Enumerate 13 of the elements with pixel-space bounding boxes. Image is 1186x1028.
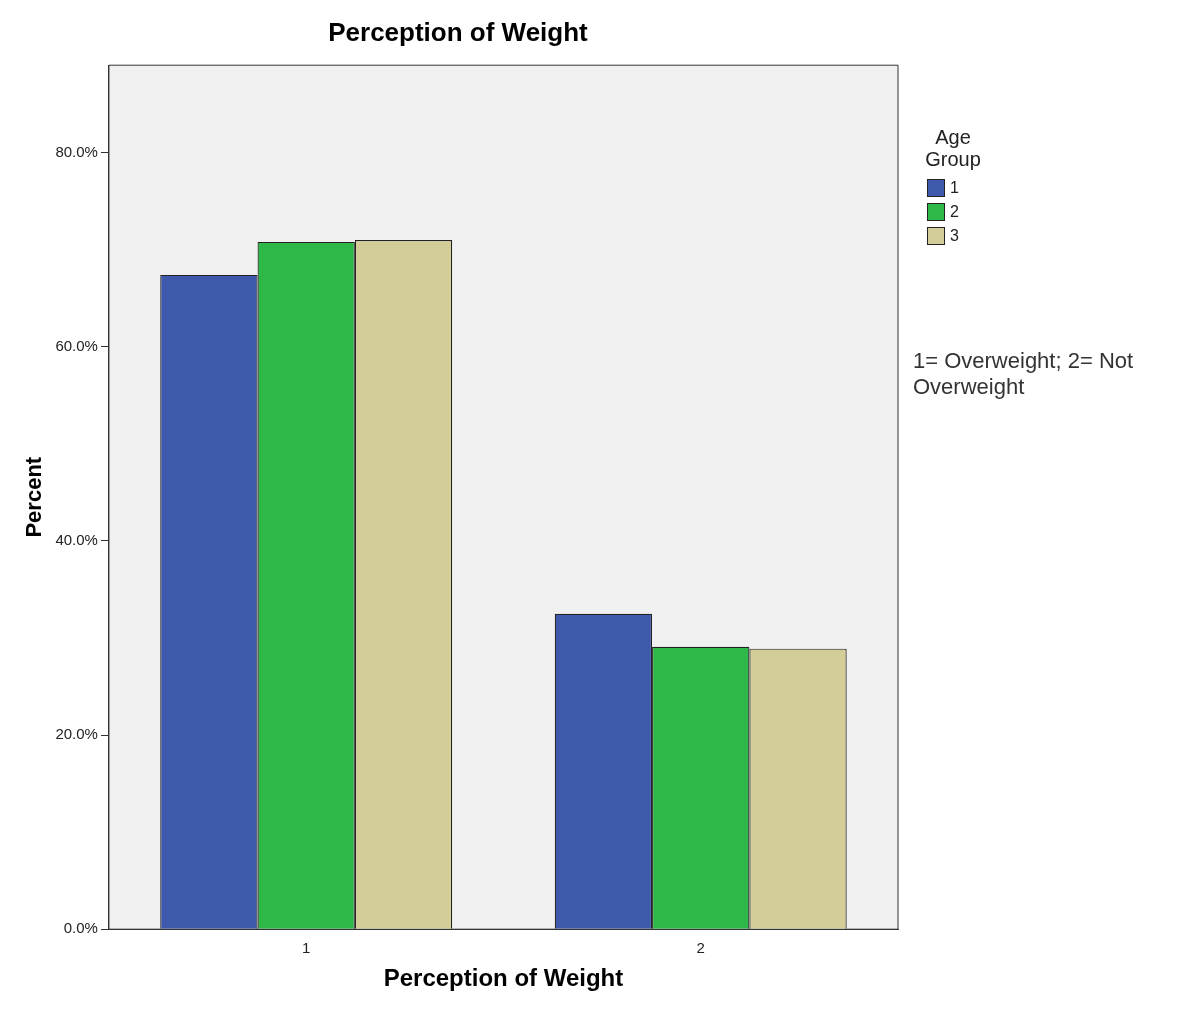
y-tick-label: 0.0%	[63, 919, 98, 937]
x-axis-title: Perception of Weight	[383, 964, 624, 992]
y-tick-label: 60.0%	[55, 336, 98, 354]
y-axis-title: Percent	[21, 456, 47, 538]
legend-label: 2	[950, 203, 959, 221]
y-tick-label: 80.0%	[55, 142, 98, 160]
legend-label: 1	[950, 179, 959, 197]
y-tick-label: 40.0%	[55, 531, 98, 549]
y-tick-label: 20.0%	[55, 725, 98, 743]
text: 1= Overweight; 2= Not Overweight	[913, 348, 1135, 400]
legend-label: 3	[950, 227, 959, 245]
chart-title: Perception of Weight	[328, 16, 589, 47]
legend-title: Age Group	[924, 126, 982, 170]
